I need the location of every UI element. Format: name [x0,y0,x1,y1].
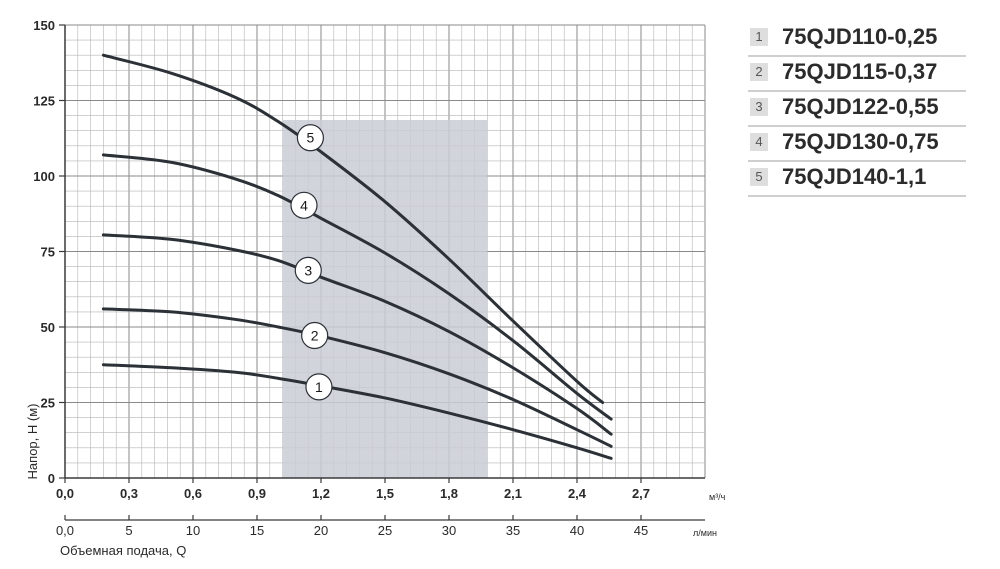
x-tick-label: 0,0 [56,486,74,501]
x2-tick-label: 25 [378,523,392,538]
y-tick-label: 150 [33,18,55,33]
y-axis-title: Напор, H (м) [25,404,40,480]
x-tick-label: 0,6 [184,486,202,501]
curve-label-5: 5 [307,130,315,146]
curve-label-circle-5 [296,124,324,152]
x-tick-label: 2,1 [504,486,522,501]
y-tick-label: 0 [48,471,55,486]
legend-number: 3 [750,98,768,116]
legend-number: 2 [750,63,768,81]
curve-1 [101,363,613,460]
chart-labels: 1 2 3 4 5 [290,124,333,401]
legend-model-name: 75QJD122-0,55 [782,94,939,119]
x2-tick-label: 45 [634,523,648,538]
x-tick-label: 1,8 [440,486,458,501]
legend-model-name: 75QJD115-0,37 [782,59,938,84]
y-tick-label: 75 [41,245,55,260]
legend-number: 1 [750,28,768,46]
curve-3 [101,233,613,436]
x-axis-title: Объемная подача, Q [60,543,186,558]
x2-tick-label: 30 [442,523,456,538]
legend-item-5: 5 75QJD140-1,1 [748,162,966,197]
legend: 1 75QJD110-0,25 2 75QJD115-0,37 3 75QJD1… [748,22,966,197]
x2-tick-label: 20 [314,523,328,538]
x-tick-label: 0,3 [120,486,138,501]
y-tick-label: 50 [41,320,55,335]
x2-tick-label: 5 [125,523,132,538]
curve-label-circle-3 [294,256,322,284]
legend-number: 4 [750,133,768,151]
legend-model-name: 75QJD140-1,1 [782,164,927,189]
curve-label-3: 3 [304,262,312,278]
curve-4 [101,153,613,421]
legend-item-3: 3 75QJD122-0,55 [748,92,966,127]
chart-curves [101,53,613,460]
curve-label-circle-1 [305,373,333,401]
x2-tick-label: 35 [506,523,520,538]
x2-tick-label: 40 [570,523,584,538]
x-tick-label: 1,5 [376,486,394,501]
legend-item-4: 4 75QJD130-0,75 [748,127,966,162]
legend-number: 5 [750,168,768,186]
x2-tick-label: 15 [250,523,264,538]
y-tick-label: 100 [33,169,55,184]
legend-item-1: 1 75QJD110-0,25 [748,22,966,57]
curve-label-1: 1 [315,379,323,395]
curve-5 [101,53,605,404]
x-tick-label: 0,9 [248,486,266,501]
x2-tick-label: 10 [186,523,200,538]
curve-label-2: 2 [311,328,319,344]
x-tick-label: 2,7 [632,486,650,501]
x2-tick-label: 0,0 [56,523,74,538]
recommended-range-band [282,120,488,478]
curve-label-4: 4 [300,197,308,213]
x2-unit-label: л/мин [693,528,717,538]
x-tick-label: 2,4 [568,486,587,501]
curve-label-circle-2 [301,321,329,350]
y-tick-label: 25 [41,396,55,411]
x-unit-label: м³/ч [709,492,726,502]
legend-model-name: 75QJD130-0,75 [782,129,939,154]
legend-model-name: 75QJD110-0,25 [782,24,938,49]
y-tick-label: 125 [33,94,55,109]
legend-item-2: 2 75QJD115-0,37 [748,57,966,92]
curve-2 [101,307,613,448]
curve-label-circle-4 [290,191,318,219]
x-tick-label: 1,2 [312,486,330,501]
